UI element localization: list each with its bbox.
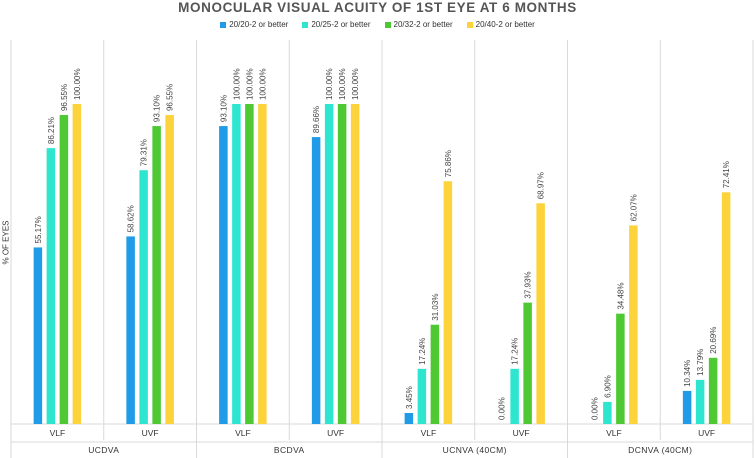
data-label: 20.69% xyxy=(709,327,718,354)
bar xyxy=(417,368,427,424)
data-label: 100.00% xyxy=(258,68,267,100)
bar xyxy=(616,313,625,424)
bar xyxy=(536,203,545,424)
data-label: 100.00% xyxy=(245,68,254,100)
bar xyxy=(33,247,43,424)
data-label: 100.00% xyxy=(232,68,241,100)
bar xyxy=(165,115,174,424)
bar xyxy=(443,181,453,424)
bar xyxy=(126,236,135,424)
x-tick-label: VLF xyxy=(606,428,622,438)
bar xyxy=(721,192,731,424)
data-label: 100.00% xyxy=(338,68,347,100)
x-tick-label: UVF xyxy=(513,428,530,438)
x-tick-label: VLF xyxy=(421,428,437,438)
bar xyxy=(682,390,692,424)
data-label: 79.31% xyxy=(140,139,149,166)
data-label: 96.55% xyxy=(166,84,175,111)
group-label: UCNVA (40CM) xyxy=(443,445,507,455)
data-label: 89.66% xyxy=(312,106,321,133)
data-label: 100.00% xyxy=(73,68,82,100)
group-label: UCDVA xyxy=(88,445,119,455)
legend-label: 20/32-2 or better xyxy=(393,20,453,29)
data-label: 72.41% xyxy=(722,161,731,188)
chart-title: MONOCULAR VISUAL ACUITY OF 1ST EYE AT 6 … xyxy=(178,0,577,15)
bar xyxy=(430,324,440,424)
data-label: 86.21% xyxy=(47,117,56,144)
bar xyxy=(523,302,532,424)
legend-swatch xyxy=(302,21,309,28)
legend-swatch xyxy=(466,21,473,28)
x-tick-label: VLF xyxy=(235,428,251,438)
legend-item: 20/20-2 or better xyxy=(220,20,288,29)
legend-item: 20/40-2 or better xyxy=(466,20,535,29)
bar xyxy=(350,104,360,424)
data-label: 100.00% xyxy=(351,68,360,100)
legend-label: 20/40-2 or better xyxy=(475,20,535,29)
group-label: BCDVA xyxy=(274,445,305,455)
legend-label: 20/20-2 or better xyxy=(229,20,289,29)
bar xyxy=(258,104,267,424)
bar xyxy=(404,412,414,424)
data-label: 93.10% xyxy=(153,95,162,122)
bar xyxy=(324,104,334,424)
legend-swatch xyxy=(220,21,227,28)
data-label: 93.10% xyxy=(219,95,228,122)
legend-label: 20/25-2 or better xyxy=(311,20,371,29)
data-label: 58.62% xyxy=(127,205,136,232)
legend: 20/20-2 or better 20/25-2 or better 20/3… xyxy=(0,20,755,29)
group-label: DCNVA (40CM) xyxy=(628,445,692,455)
x-tick-label: UVF xyxy=(142,428,159,438)
data-label: 96.55% xyxy=(60,84,69,111)
data-label: 0.00% xyxy=(590,397,599,420)
bar xyxy=(232,104,241,424)
bar xyxy=(695,379,705,424)
bar xyxy=(311,137,321,424)
data-label: 17.24% xyxy=(511,338,520,365)
data-label: 62.07% xyxy=(629,194,638,221)
x-tick-label: VLF xyxy=(50,428,66,438)
data-label: 0.00% xyxy=(498,397,507,420)
bar xyxy=(629,225,638,424)
bar xyxy=(59,115,69,424)
data-label: 37.93% xyxy=(524,271,533,298)
data-label: 31.03% xyxy=(431,294,440,321)
data-label: 75.86% xyxy=(444,150,453,177)
legend-swatch xyxy=(384,21,391,28)
bar xyxy=(245,104,254,424)
bar xyxy=(603,401,612,424)
bar xyxy=(152,126,161,424)
bar xyxy=(337,104,347,424)
data-label: 68.97% xyxy=(537,172,546,199)
bar xyxy=(72,104,82,424)
x-tick-label: UVF xyxy=(327,428,344,438)
data-label: 100.00% xyxy=(325,68,334,100)
data-label: 6.90% xyxy=(603,375,612,398)
data-label: 34.48% xyxy=(616,283,625,310)
data-label: 10.34% xyxy=(683,360,692,387)
legend-item: 20/32-2 or better xyxy=(384,20,453,29)
bar xyxy=(219,126,228,424)
bar xyxy=(139,170,148,424)
data-label: 13.79% xyxy=(696,349,705,376)
bar xyxy=(510,368,519,424)
data-label: 3.45% xyxy=(405,386,414,409)
legend-item: 20/25-2 or better xyxy=(302,20,371,29)
x-tick-label: UVF xyxy=(698,428,715,438)
data-label: 55.17% xyxy=(34,216,43,243)
data-label: 17.24% xyxy=(418,338,427,365)
bar xyxy=(46,148,56,425)
bar xyxy=(708,357,718,424)
